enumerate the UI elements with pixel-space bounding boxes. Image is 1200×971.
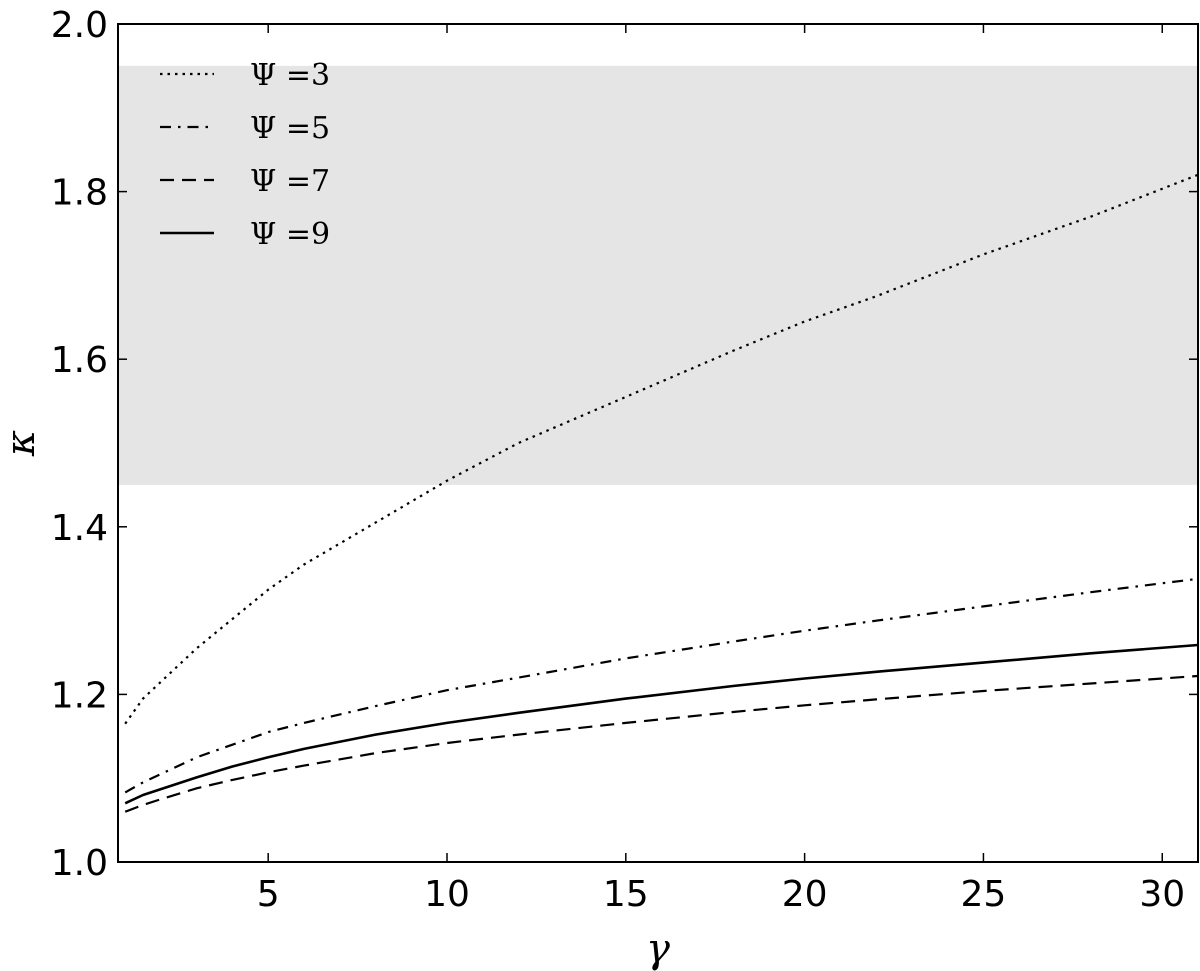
series-layer	[124, 173, 1199, 813]
legend-label-1: Ψ =3	[250, 58, 330, 93]
plot-frame	[117, 23, 1199, 863]
y-tick-label: 1.2	[51, 675, 108, 716]
x-tick-label: 5	[257, 874, 280, 915]
legend-label-3: Ψ =7	[250, 164, 330, 199]
x-tick-label: 30	[1139, 874, 1185, 915]
y-tick-label: 1.8	[51, 173, 108, 214]
x-tick-label: 20	[782, 874, 828, 915]
series-line-1	[124, 173, 1199, 725]
legend: Ψ =3 Ψ =5 Ψ =7 Ψ =9	[160, 58, 330, 252]
y-tick-label: 1.4	[51, 508, 108, 549]
x-tick-label: 25	[961, 874, 1007, 915]
shaded-band	[118, 65, 1198, 485]
series-line-2	[124, 577, 1199, 794]
legend-label-2: Ψ =5	[250, 111, 330, 146]
y-tick-label: 2.0	[51, 5, 108, 46]
ticks-layer: 5 10 15 20 25 30 1.0 1.2 1.4 1.6 1.8 2.0	[51, 5, 1198, 915]
y-axis-label: κ	[0, 430, 44, 457]
series-line-3	[124, 674, 1199, 813]
y-tick-label: 1.0	[51, 843, 108, 884]
legend-label-4: Ψ =9	[250, 217, 330, 252]
x-axis-label: γ	[646, 926, 670, 971]
x-tick-label: 10	[424, 874, 470, 915]
y-tick-label: 1.6	[51, 340, 108, 381]
series-line-4	[124, 643, 1199, 805]
x-tick-label: 15	[603, 874, 649, 915]
